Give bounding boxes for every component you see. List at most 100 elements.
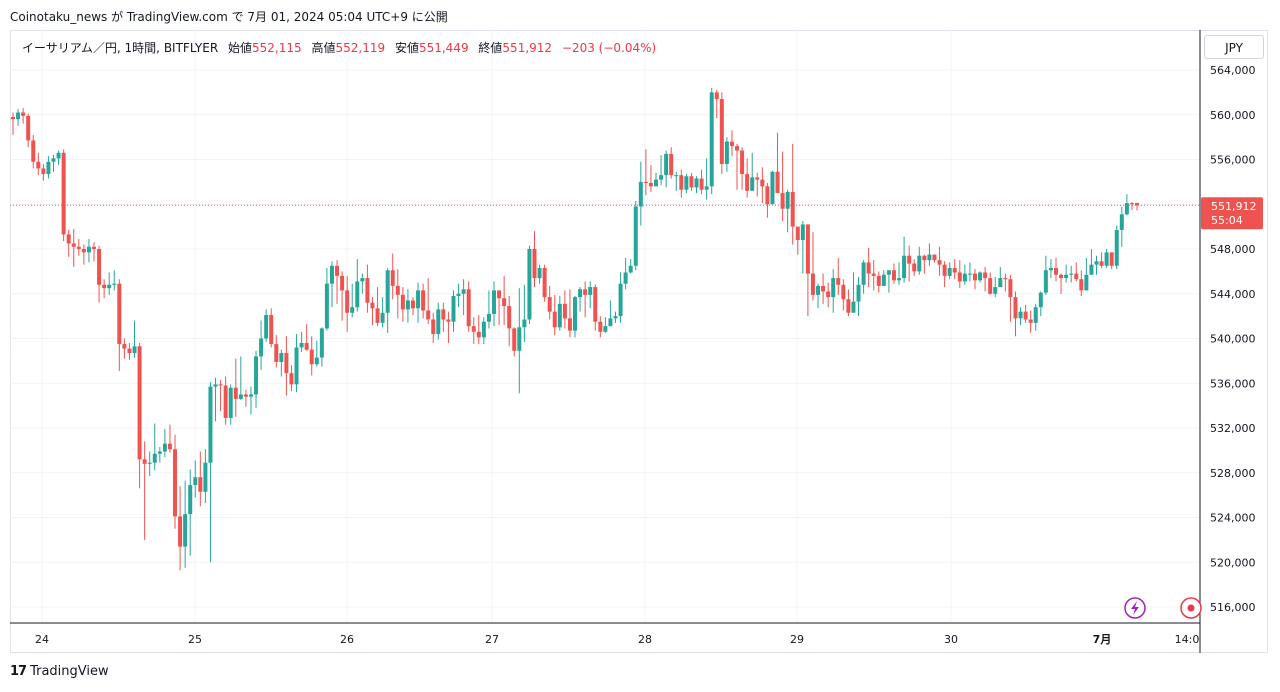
candle: [628, 259, 633, 274]
candle-body: [238, 394, 243, 399]
candle: [385, 268, 390, 333]
candle: [1094, 255, 1099, 275]
candle-body: [967, 273, 972, 275]
candle: [1114, 225, 1119, 270]
candle-body: [71, 243, 76, 247]
candle: [410, 297, 415, 316]
candle-body: [299, 342, 304, 348]
candle-body: [167, 443, 172, 450]
close-value: 551,912: [502, 41, 553, 55]
candle: [259, 320, 264, 370]
candle: [962, 264, 967, 285]
candle: [350, 283, 355, 318]
candle: [147, 451, 152, 477]
candle: [917, 246, 922, 275]
y-tick-label: 516,000: [1210, 601, 1256, 614]
candle: [76, 238, 81, 256]
lightning-icon[interactable]: [1124, 597, 1146, 619]
candle-body: [907, 255, 912, 264]
candle-body: [97, 249, 102, 285]
candle: [497, 290, 502, 326]
candle-body: [972, 273, 977, 281]
candle: [573, 295, 577, 338]
candle: [426, 278, 431, 324]
candle: [198, 451, 203, 507]
candle: [228, 384, 233, 425]
candle: [279, 349, 284, 377]
x-tick-label: 24: [35, 633, 49, 646]
candle: [694, 176, 699, 194]
candle: [335, 260, 340, 304]
record-icon[interactable]: [1180, 597, 1202, 619]
y-tick-label: 528,000: [1210, 467, 1256, 480]
candle: [1008, 274, 1013, 322]
candle-body: [92, 246, 97, 249]
candle: [66, 229, 71, 257]
y-tick-label: 524,000: [1210, 512, 1256, 525]
y-tick-label: 544,000: [1210, 288, 1256, 301]
candle: [309, 336, 314, 376]
candle-body: [259, 338, 264, 357]
candle-body: [674, 175, 679, 177]
candle: [476, 315, 481, 345]
candle-body: [1109, 252, 1114, 266]
candle: [502, 275, 507, 326]
candle: [1084, 257, 1089, 291]
candle-body: [719, 99, 724, 164]
low-value: 551,449: [418, 41, 469, 55]
candle-body: [481, 321, 486, 338]
candle-body: [461, 289, 466, 294]
candle-body: [375, 308, 380, 323]
candle-body: [760, 179, 765, 187]
candle: [826, 282, 831, 308]
candle: [978, 271, 983, 283]
candle: [238, 356, 243, 401]
candle-body: [81, 249, 86, 253]
candle: [547, 285, 552, 320]
candle-body: [618, 283, 623, 317]
candle-body: [552, 311, 557, 328]
currency-unit-button[interactable]: JPY: [1204, 35, 1264, 59]
candle-body: [324, 283, 329, 329]
candle-body: [932, 254, 937, 261]
candle: [866, 247, 871, 288]
candle: [122, 338, 127, 359]
candle-body: [86, 246, 91, 253]
candle: [365, 264, 370, 313]
candle: [886, 270, 891, 293]
candle: [724, 137, 729, 172]
candle: [1129, 202, 1134, 210]
ohlc-legend: イーサリアム／円, 1時間, BITFLYER 始値552,115 高値552,…: [22, 39, 656, 56]
candle: [790, 143, 795, 245]
y-tick-label: 540,000: [1210, 333, 1256, 346]
y-tick-label: 556,000: [1210, 154, 1256, 167]
candle: [876, 271, 881, 293]
candle: [284, 336, 289, 396]
candle: [537, 264, 542, 284]
candle: [897, 262, 902, 285]
candle: [405, 289, 410, 323]
candle-body: [1129, 203, 1134, 205]
candle-body: [583, 289, 588, 295]
candle-body: [810, 273, 815, 295]
candle: [780, 151, 785, 222]
candle-body: [684, 176, 689, 190]
candle-body: [380, 312, 385, 323]
candle: [507, 295, 512, 347]
candle: [618, 272, 623, 323]
candle: [765, 182, 770, 218]
candle-body: [729, 141, 734, 147]
candle: [1069, 265, 1074, 283]
candle: [1053, 257, 1058, 282]
high-value: 552,119: [335, 41, 386, 55]
candle: [167, 424, 172, 453]
candle-body: [745, 174, 750, 191]
candle-body: [188, 485, 193, 515]
candle: [729, 130, 734, 157]
candle: [881, 270, 886, 286]
candle-body: [395, 285, 400, 295]
symbol-title[interactable]: イーサリアム／円, 1時間, BITFLYER: [22, 41, 219, 55]
candle: [1064, 264, 1069, 283]
candle-body: [66, 234, 71, 244]
